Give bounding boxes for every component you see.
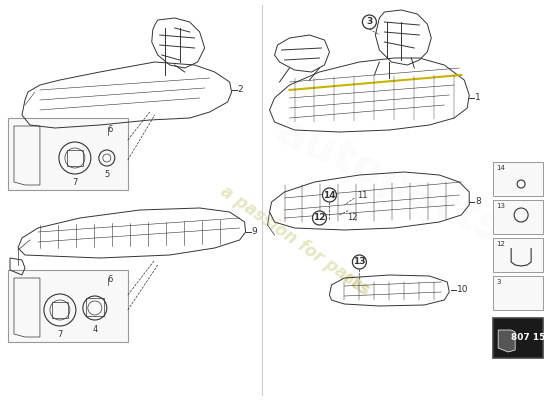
Circle shape <box>362 15 376 29</box>
Text: 10: 10 <box>457 286 469 294</box>
Text: 807 15: 807 15 <box>511 334 545 342</box>
Text: .085: .085 <box>336 270 372 300</box>
Text: 1: 1 <box>475 94 481 102</box>
Text: 3: 3 <box>496 279 500 285</box>
Text: 8: 8 <box>475 198 481 206</box>
Text: 7: 7 <box>57 330 63 339</box>
Text: 2: 2 <box>238 86 243 94</box>
Bar <box>493 162 543 196</box>
Circle shape <box>322 188 337 202</box>
Circle shape <box>312 211 327 225</box>
Text: 9: 9 <box>251 228 257 236</box>
Polygon shape <box>498 330 515 352</box>
Text: 12: 12 <box>348 214 358 222</box>
Text: a passion for parts: a passion for parts <box>217 182 372 298</box>
Bar <box>67 150 83 166</box>
Text: 14: 14 <box>323 190 336 200</box>
Text: 13: 13 <box>353 258 366 266</box>
Text: 12: 12 <box>496 241 505 247</box>
Text: 3: 3 <box>366 18 372 26</box>
Bar <box>52 302 68 318</box>
Text: 6: 6 <box>107 275 113 284</box>
Bar <box>86 298 104 316</box>
Circle shape <box>353 255 366 269</box>
Text: 13: 13 <box>496 203 505 209</box>
Text: 7: 7 <box>72 178 78 187</box>
Text: 5: 5 <box>104 170 109 179</box>
Bar <box>8 270 128 342</box>
Text: 12: 12 <box>313 214 326 222</box>
Text: 6: 6 <box>107 125 113 134</box>
Bar <box>493 318 543 358</box>
Text: 11: 11 <box>358 190 368 200</box>
Text: autoparts: autoparts <box>269 109 509 251</box>
Bar <box>8 118 128 190</box>
Text: 14: 14 <box>496 165 505 171</box>
Text: 4: 4 <box>92 325 97 334</box>
Bar <box>493 200 543 234</box>
Bar <box>493 238 543 272</box>
Bar <box>493 276 543 310</box>
